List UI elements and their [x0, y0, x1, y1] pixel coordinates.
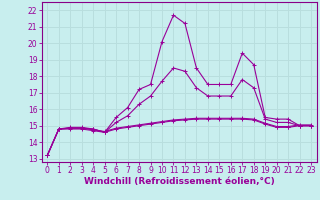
X-axis label: Windchill (Refroidissement éolien,°C): Windchill (Refroidissement éolien,°C): [84, 177, 275, 186]
